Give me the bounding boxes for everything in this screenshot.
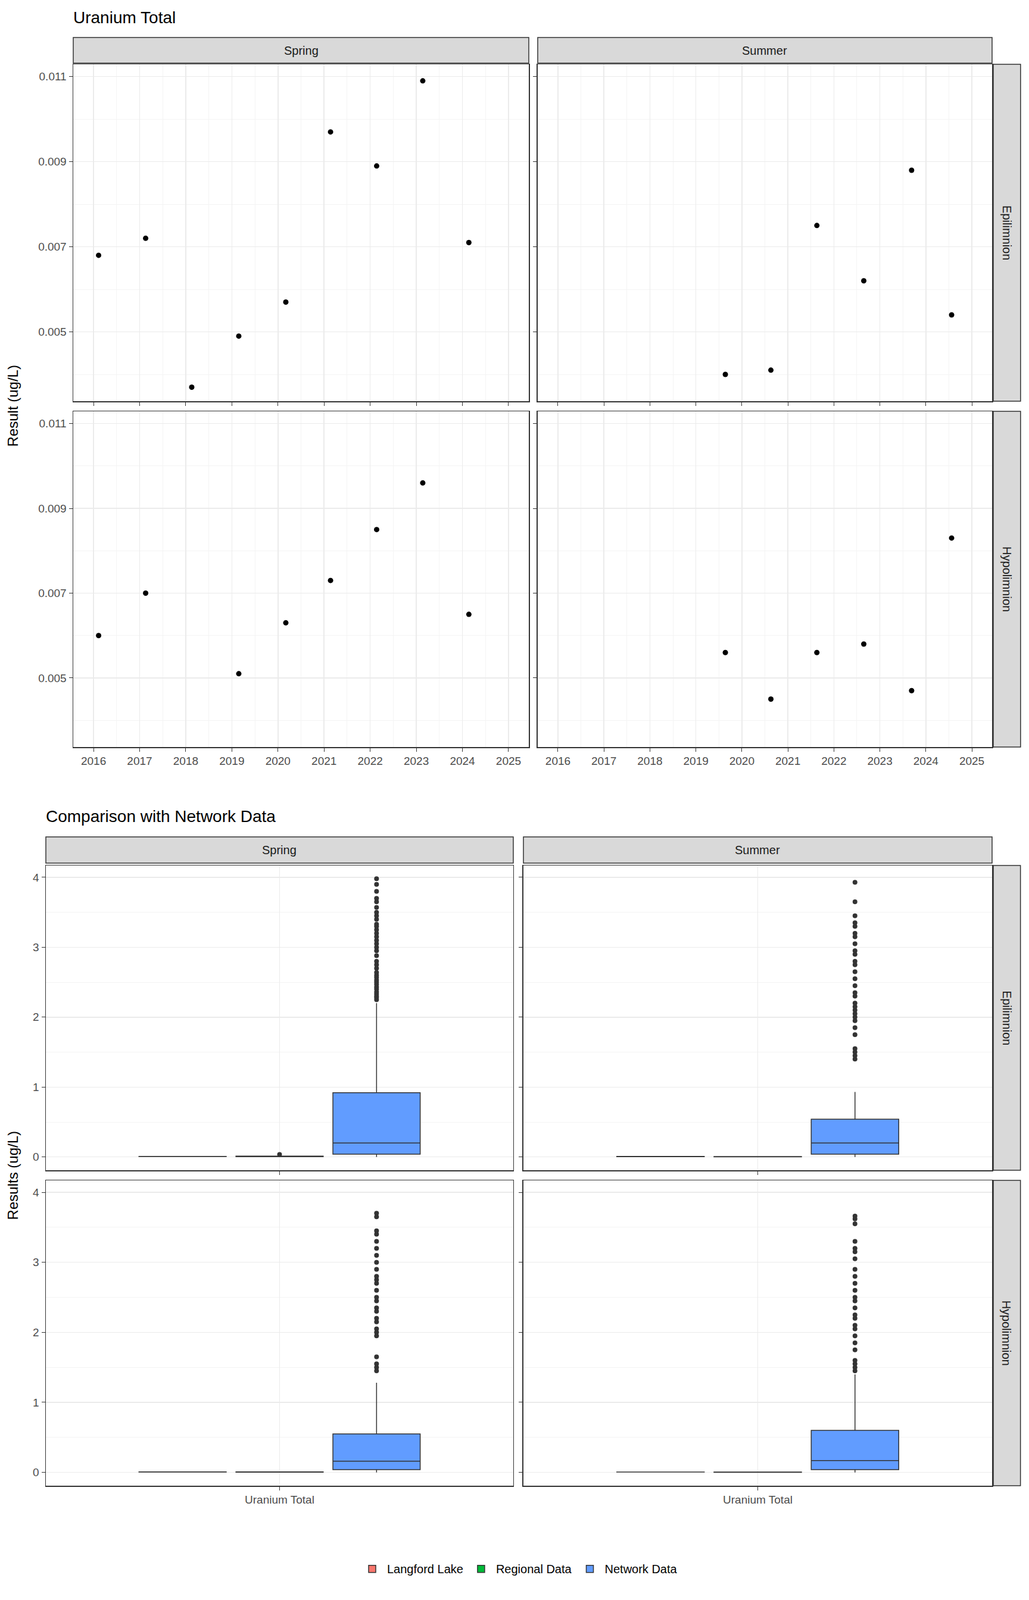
svg-text:2019: 2019 xyxy=(683,755,709,768)
svg-text:1: 1 xyxy=(32,1081,40,1094)
svg-text:Summer: Summer xyxy=(741,44,788,58)
svg-text:Hypolimnion: Hypolimnion xyxy=(999,1301,1013,1367)
svg-text:2022: 2022 xyxy=(821,755,847,768)
svg-text:Network Data: Network Data xyxy=(605,1563,678,1577)
svg-text:2017: 2017 xyxy=(591,755,617,768)
svg-text:3: 3 xyxy=(32,1256,40,1269)
svg-text:2022: 2022 xyxy=(357,755,383,768)
svg-text:Langford Lake: Langford Lake xyxy=(387,1563,464,1577)
svg-text:2018: 2018 xyxy=(173,755,199,768)
svg-text:2025: 2025 xyxy=(496,755,522,768)
svg-text:2024: 2024 xyxy=(449,755,476,768)
svg-text:Epilimnion: Epilimnion xyxy=(1000,990,1014,1046)
svg-text:Comparison with Network Data: Comparison with Network Data xyxy=(45,807,276,826)
svg-text:2016: 2016 xyxy=(545,755,571,768)
svg-text:2023: 2023 xyxy=(403,755,429,768)
svg-text:Spring: Spring xyxy=(284,44,319,58)
svg-text:0: 0 xyxy=(32,1466,40,1480)
svg-text:0.007: 0.007 xyxy=(38,587,67,600)
svg-text:0.011: 0.011 xyxy=(39,417,67,430)
svg-text:2024: 2024 xyxy=(913,755,940,768)
svg-text:Epilimnion: Epilimnion xyxy=(1000,205,1014,261)
svg-text:2023: 2023 xyxy=(867,755,893,768)
svg-text:Result (ug/L): Result (ug/L) xyxy=(4,365,21,447)
svg-text:0.009: 0.009 xyxy=(38,502,67,516)
svg-text:0.005: 0.005 xyxy=(38,672,67,685)
svg-text:2020: 2020 xyxy=(265,755,291,768)
svg-text:Uranium Total: Uranium Total xyxy=(722,1494,793,1507)
svg-text:2017: 2017 xyxy=(126,755,152,768)
svg-text:1: 1 xyxy=(32,1397,40,1410)
svg-text:2016: 2016 xyxy=(80,755,106,768)
svg-text:Spring: Spring xyxy=(262,843,297,857)
svg-text:3: 3 xyxy=(32,941,40,954)
svg-text:2021: 2021 xyxy=(775,755,801,768)
svg-text:Uranium Total: Uranium Total xyxy=(73,8,176,27)
svg-text:2: 2 xyxy=(32,1011,40,1024)
svg-text:0.009: 0.009 xyxy=(38,155,67,168)
svg-text:2025: 2025 xyxy=(959,755,985,768)
svg-text:Results (ug/L): Results (ug/L) xyxy=(4,1131,21,1221)
svg-text:0.005: 0.005 xyxy=(38,325,67,339)
svg-text:Regional Data: Regional Data xyxy=(496,1563,573,1577)
svg-text:2: 2 xyxy=(32,1326,40,1340)
svg-text:2019: 2019 xyxy=(219,755,245,768)
svg-text:2018: 2018 xyxy=(637,755,663,768)
svg-text:2020: 2020 xyxy=(729,755,755,768)
svg-text:Summer: Summer xyxy=(734,843,781,857)
svg-text:0.011: 0.011 xyxy=(39,70,67,83)
svg-text:4: 4 xyxy=(32,1186,40,1200)
svg-text:0.007: 0.007 xyxy=(38,240,67,254)
svg-text:2021: 2021 xyxy=(311,755,337,768)
svg-text:Uranium Total: Uranium Total xyxy=(244,1494,315,1507)
svg-text:Hypolimnion: Hypolimnion xyxy=(1000,546,1014,613)
svg-text:4: 4 xyxy=(32,871,40,885)
svg-text:0: 0 xyxy=(32,1151,40,1164)
